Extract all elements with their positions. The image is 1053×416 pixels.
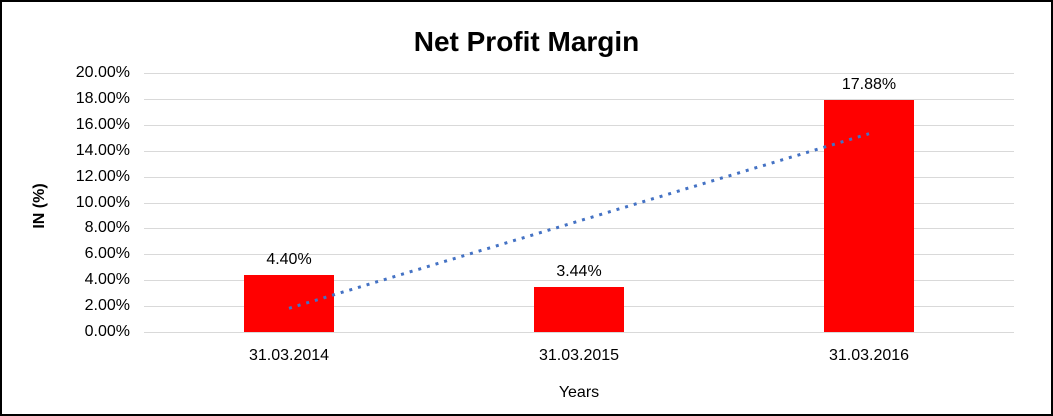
y-tick-label: 2.00% xyxy=(84,297,130,315)
y-tick-label: 12.00% xyxy=(75,167,130,185)
y-tick-label: 16.00% xyxy=(75,115,130,133)
y-tick-label: 20.00% xyxy=(75,64,130,81)
y-tick-label: 14.00% xyxy=(75,141,130,159)
chart-title: Net Profit Margin xyxy=(413,26,640,57)
gridline xyxy=(144,124,1014,126)
x-axis-title: Years xyxy=(558,384,600,401)
x-axis-ticks: 31.03.2014 31.03.2015 31.03.2016 xyxy=(144,347,1014,369)
gridline xyxy=(144,98,1014,100)
plot-area: 4.40% 3.44% 17.88% xyxy=(144,73,1014,333)
bar-31.03.2016 xyxy=(824,100,914,332)
trendline-line xyxy=(288,132,870,310)
y-tick-label: 10.00% xyxy=(75,193,130,211)
y-tick-label: 4.00% xyxy=(84,271,130,289)
bar-31.03.2015 xyxy=(534,287,624,332)
x-tick-label: 31.03.2014 xyxy=(248,347,330,364)
x-tick-label: 31.03.2015 xyxy=(538,347,620,364)
y-axis-ticks: 0.00% 2.00% 4.00% 6.00% 8.00% 10.00% 12.00% 14.… xyxy=(2,64,130,340)
y-tick-label: 0.00% xyxy=(84,323,130,340)
gridline xyxy=(144,254,1014,256)
trendline xyxy=(288,132,870,310)
bar-31.03.2014 xyxy=(244,275,334,332)
gridline xyxy=(144,280,1014,282)
gridline xyxy=(144,73,1014,74)
y-tick-label: 18.00% xyxy=(75,89,130,107)
y-tick-label: 6.00% xyxy=(84,245,130,263)
gridline xyxy=(144,332,1014,333)
bar-value-label: 3.44% xyxy=(556,263,602,281)
gridline xyxy=(144,150,1014,152)
bar-value-label: 4.40% xyxy=(266,251,312,269)
y-tick-label: 8.00% xyxy=(84,219,130,237)
gridline xyxy=(144,202,1014,204)
bar-value-label: 17.88% xyxy=(841,76,897,94)
x-tick-label: 31.03.2016 xyxy=(828,347,910,364)
gridline xyxy=(144,228,1014,230)
gridline xyxy=(144,176,1014,178)
